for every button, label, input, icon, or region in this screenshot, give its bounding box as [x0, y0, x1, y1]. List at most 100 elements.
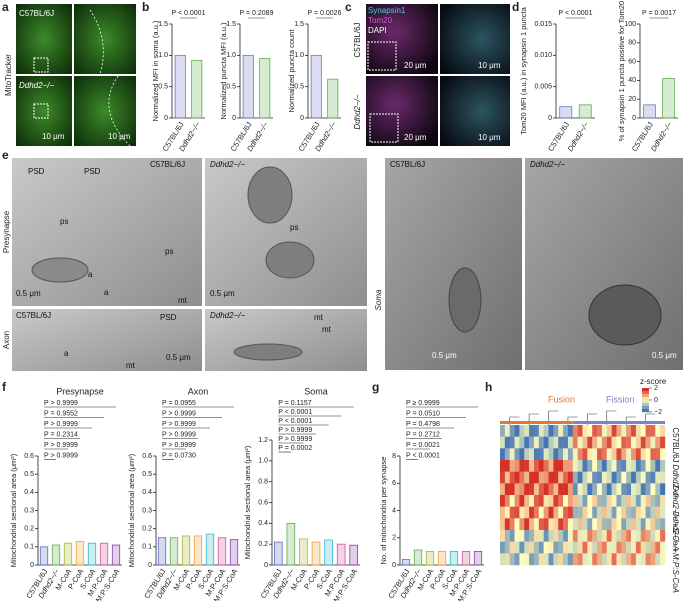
heatmap-cell [572, 448, 578, 461]
p-value: P = 0.1157 [278, 400, 312, 407]
heatmap-cell [558, 460, 564, 472]
chart-title: Soma [304, 386, 328, 396]
heatmap-cell [567, 541, 573, 554]
heatmap-cell [640, 436, 646, 449]
heatmap-cell [524, 425, 530, 437]
mitochondrion [247, 166, 293, 224]
y-tick-label: 0.6 [258, 499, 268, 506]
y-tick-label: 0 [148, 562, 152, 569]
bar [425, 550, 435, 566]
heatmap-cell [597, 495, 603, 507]
heatmap-cell [626, 506, 632, 519]
heatmap-cell [587, 506, 593, 519]
heatmap-cell [548, 541, 554, 554]
colorbar [642, 388, 649, 392]
heatmap-cell [606, 460, 612, 472]
heatmap-cell [553, 460, 559, 472]
y-tick-label: 6 [392, 480, 396, 487]
heatmap-cell [563, 460, 569, 472]
heatmap-cell [529, 448, 535, 461]
y-tick-label: 40 [628, 77, 636, 84]
heatmap-cell [592, 448, 598, 461]
heatmap-cell [519, 471, 525, 484]
heatmap-cell [601, 541, 607, 554]
em-image [12, 158, 202, 306]
heatmap-cell [524, 541, 530, 554]
image-title: C57BL/6J [150, 160, 185, 169]
heatmap-cell [524, 460, 530, 472]
heatmap-cell [592, 518, 598, 531]
heatmap-cell [524, 471, 530, 484]
heatmap-cell [529, 425, 535, 437]
heatmap-cell [558, 541, 564, 554]
row-label: Ddhd2−/− [671, 464, 680, 499]
heatmap-cell [519, 483, 525, 496]
panel-label: b [142, 0, 149, 14]
heatmap-cell [660, 425, 666, 437]
y-tick-label: 0.5 [226, 84, 236, 91]
p-value: P = 0.2089 [240, 10, 274, 17]
heatmap-cell [616, 483, 622, 496]
heatmap-cell [621, 425, 627, 437]
heatmap-cell [645, 506, 651, 519]
scale-bar-label: 0.5 μm [652, 351, 677, 360]
heatmap-cell [582, 436, 588, 449]
heatmap-cell [621, 495, 627, 507]
dendrogram [606, 410, 617, 425]
heatmap-cell [563, 541, 569, 554]
panel-label: h [485, 380, 492, 394]
em-annotation: a [88, 270, 93, 279]
heatmap-cell [582, 471, 588, 484]
bar [229, 539, 239, 566]
heatmap-cell [567, 471, 573, 484]
heatmap-cell [621, 448, 627, 461]
heatmap-cell [601, 483, 607, 496]
heatmap-cell [500, 425, 506, 437]
heatmap-cell [631, 495, 637, 507]
bar [39, 546, 49, 566]
heatmap-cell [645, 541, 651, 554]
heatmap-cell [582, 553, 588, 566]
micrograph [440, 4, 510, 74]
heatmap-cell [582, 448, 588, 461]
heatmap-cell [645, 460, 651, 472]
heatmap-cell [601, 471, 607, 484]
p-value: P > 0.9999 [44, 421, 78, 428]
y-axis-label: Mitochondrial sectional area (μm²) [9, 453, 18, 567]
heatmap-cell [514, 436, 520, 449]
heatmap-cell [621, 436, 627, 449]
heatmap-cell [616, 425, 622, 437]
heatmap-cell [616, 518, 622, 531]
stain-label: MitoTracker [4, 54, 13, 96]
heatmap-cell [582, 483, 588, 496]
row-label: Ddhd2−/− +M:P:S-CoA [671, 511, 680, 593]
chart-title: Presynapse [56, 386, 104, 396]
bar [217, 537, 227, 566]
heatmap-cell [577, 436, 583, 449]
bar [273, 541, 283, 566]
heatmap-cell [582, 425, 588, 437]
micrograph [366, 4, 438, 74]
heatmap-cell [660, 530, 666, 542]
heatmap-cell [529, 483, 535, 496]
heatmap-cell [538, 506, 544, 519]
colorbar [642, 400, 649, 404]
y-tick-label: 0.1 [142, 544, 152, 551]
heatmap-cell [616, 448, 622, 461]
heatmap-cell [500, 471, 506, 484]
heatmap-cell [529, 436, 535, 449]
scale-bar-label: 0.5 μm [432, 351, 457, 360]
heatmap-cell [553, 530, 559, 542]
heatmap-cell [543, 448, 549, 461]
y-tick-label: 80 [628, 40, 636, 47]
bar [63, 542, 73, 566]
colorbar [642, 397, 649, 401]
heatmap-cell [601, 518, 607, 531]
y-tick-label: 0.5 [158, 84, 168, 91]
strain-label: Ddhd2−/− [353, 94, 362, 129]
heatmap-cell [553, 553, 559, 566]
heatmap-cell [645, 471, 651, 484]
heatmap-cell [563, 483, 569, 496]
heatmap-cell [572, 425, 578, 437]
